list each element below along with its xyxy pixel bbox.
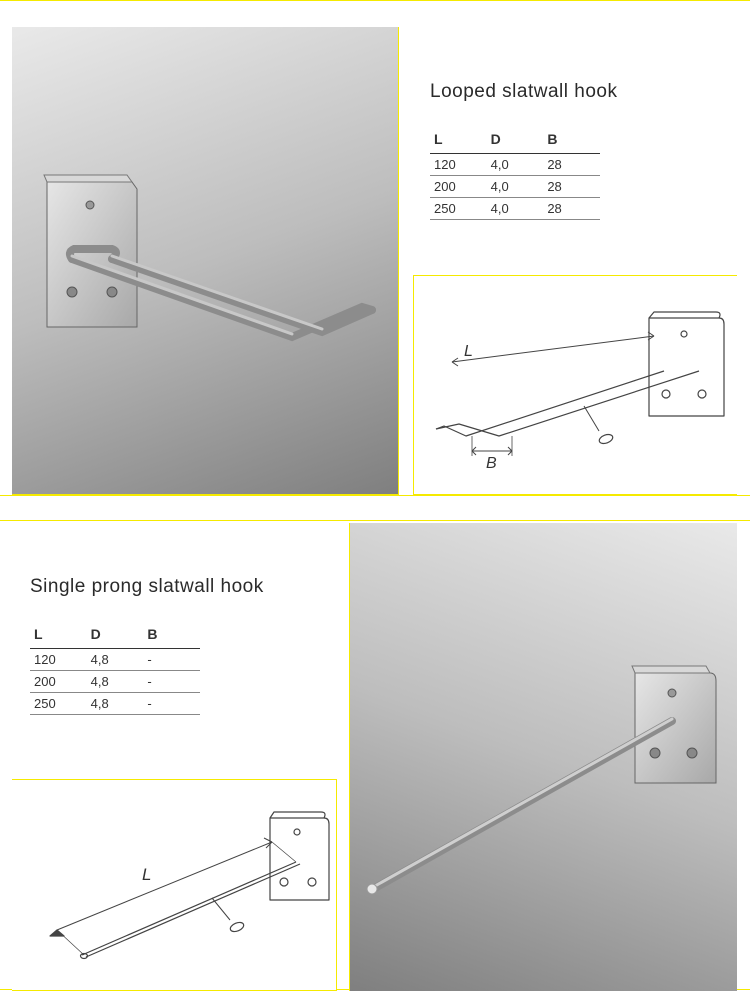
spec-table-looped: L D B 120 4,0 28 200 4,0 28 250 4,0 bbox=[430, 125, 600, 220]
col-L: L bbox=[430, 125, 487, 154]
table-row: 120 4,8 - bbox=[30, 649, 200, 671]
table-row: 250 4,0 28 bbox=[430, 198, 600, 220]
col-B: B bbox=[143, 620, 200, 649]
table-row: 120 4,0 28 bbox=[430, 154, 600, 176]
dim-label-L: L bbox=[142, 865, 151, 884]
info-box-single: Single prong slatwall hook L D B 120 4,8… bbox=[30, 576, 330, 715]
render-svg-looped bbox=[12, 27, 399, 495]
section-looped-hook: Looped slatwall hook L D B 120 4,0 28 20… bbox=[0, 0, 750, 496]
product-title: Single prong slatwall hook bbox=[30, 576, 330, 598]
col-B: B bbox=[543, 125, 600, 154]
section-single-hook: Single prong slatwall hook L D B 120 4,8… bbox=[0, 520, 750, 990]
info-box-looped: Looped slatwall hook L D B 120 4,0 28 20… bbox=[430, 81, 730, 220]
diagram-box-single: L bbox=[12, 779, 337, 991]
spec-table-single: L D B 120 4,8 - 200 4,8 - 250 4,8 - bbox=[30, 620, 200, 715]
diagram-box-looped: L B bbox=[413, 275, 737, 495]
product-render-looped bbox=[12, 27, 399, 495]
col-L: L bbox=[30, 620, 87, 649]
col-D: D bbox=[487, 125, 544, 154]
product-title: Looped slatwall hook bbox=[430, 81, 730, 103]
diagram-svg-single: L bbox=[12, 780, 337, 992]
diagram-svg-looped: L B bbox=[414, 276, 738, 496]
product-render-single bbox=[349, 523, 737, 991]
table-row: 200 4,0 28 bbox=[430, 176, 600, 198]
table-row: 200 4,8 - bbox=[30, 671, 200, 693]
dim-label-L: L bbox=[464, 343, 473, 360]
render-svg-single bbox=[350, 523, 738, 991]
col-D: D bbox=[87, 620, 144, 649]
table-row: 250 4,8 - bbox=[30, 693, 200, 715]
dim-label-B: B bbox=[486, 455, 497, 472]
